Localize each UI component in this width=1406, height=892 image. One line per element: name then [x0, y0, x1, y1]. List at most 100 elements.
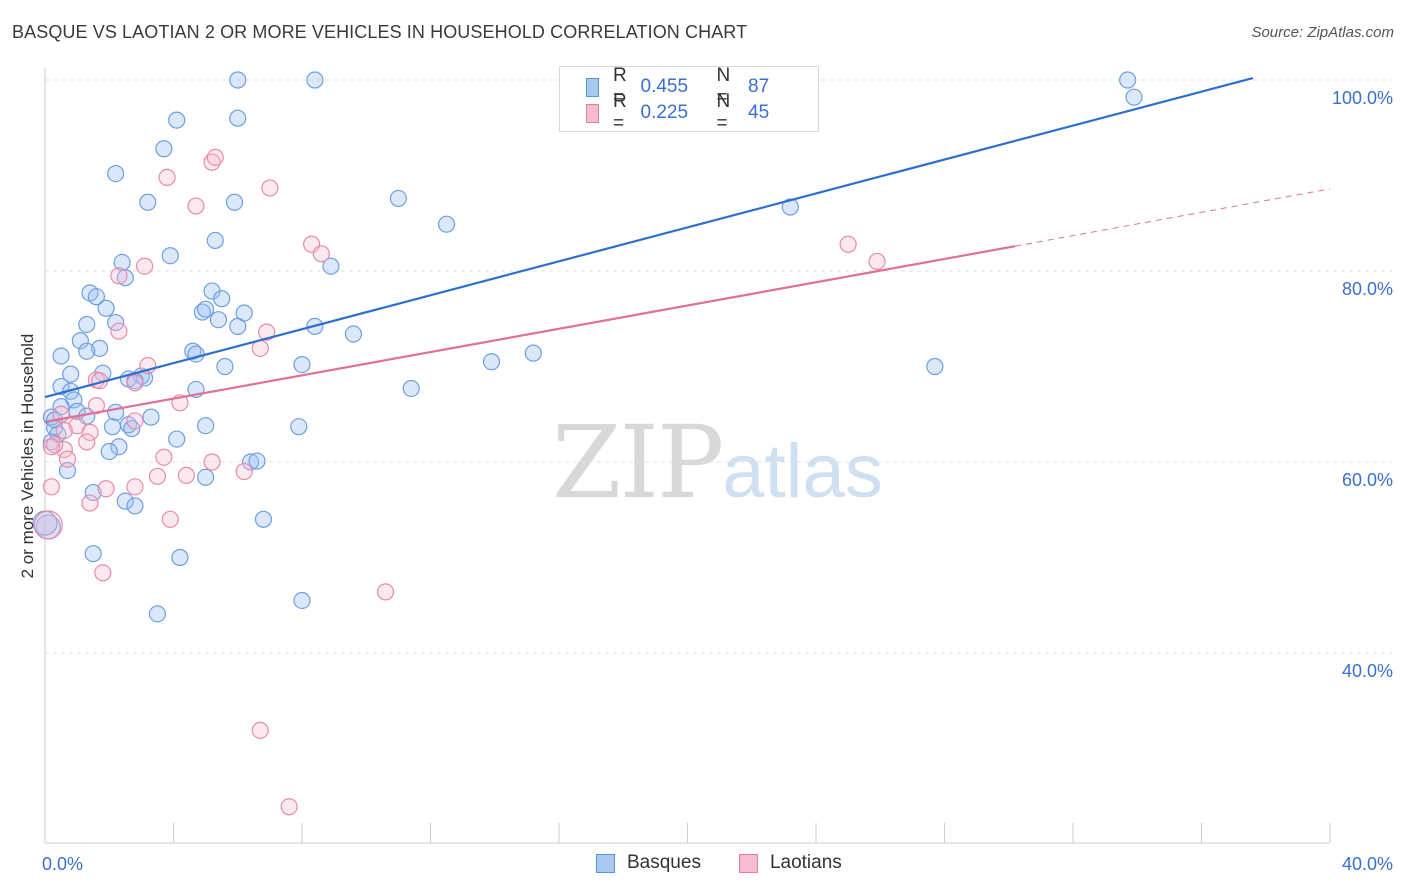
n-label: N = [716, 65, 731, 108]
basques-point [197, 417, 215, 435]
basques-point [103, 418, 122, 436]
basques-point [148, 605, 167, 623]
laotians-r-value: 0.225 [640, 102, 689, 123]
basques-point [91, 339, 109, 357]
laotians-point [868, 252, 886, 271]
laotians-point [135, 257, 154, 275]
basques-point [116, 269, 134, 287]
basques-point [110, 438, 128, 456]
laotians-point [258, 323, 276, 341]
basques-point [161, 247, 179, 265]
basques-point [482, 353, 501, 371]
basques-point [78, 315, 96, 334]
y-tick-label: 40.0% [1342, 661, 1393, 681]
basques-point [926, 357, 944, 376]
basques-point [781, 198, 799, 216]
basques-point [209, 311, 228, 329]
basques-point [254, 510, 273, 528]
basques-point [290, 418, 308, 436]
legend-row-laotians: R = 0.225 N = 45 [586, 91, 818, 134]
basques-point [78, 342, 96, 360]
basques-point [402, 379, 420, 398]
laotians-point [97, 480, 115, 498]
laotians-point [376, 583, 395, 601]
basques-point [213, 290, 231, 308]
laotians-n-value: 45 [748, 102, 770, 123]
basques-point [71, 332, 89, 350]
n-label: N = [716, 91, 731, 134]
legend-item-laotians[interactable]: Laotians [738, 852, 842, 874]
basques-point [389, 189, 407, 208]
basques-legend-label: Basques [627, 852, 701, 873]
laotians-point [58, 450, 77, 468]
series-legend: Basques Laotians [596, 852, 880, 874]
laotians-point [126, 374, 144, 392]
laotians-point [94, 564, 112, 582]
basques-n-value: 87 [748, 76, 770, 97]
laotians-trendline [44, 245, 1016, 423]
basques-point [100, 442, 118, 461]
basques-point [107, 403, 125, 421]
basques-point [52, 347, 70, 365]
laotians-point [280, 798, 298, 816]
basques-point [139, 193, 157, 211]
basques-point [197, 300, 215, 318]
laotians-legend-label: Laotians [769, 852, 842, 873]
basques-point [52, 377, 70, 396]
legend-item-basques[interactable]: Basques [596, 852, 701, 874]
basques-point [168, 111, 186, 129]
basques-point [193, 303, 212, 321]
basques-point [87, 288, 106, 306]
y-tick-label: 100.0% [1332, 88, 1393, 108]
laotians-point [126, 478, 144, 496]
laotians-point [158, 168, 176, 187]
laotians-point [187, 197, 205, 215]
laotians-point [177, 466, 195, 484]
basques-point [1119, 71, 1137, 89]
watermark: ZIPatlas [552, 404, 883, 521]
laotians-point [81, 494, 99, 512]
laotians-point [33, 510, 63, 540]
laotians-point [55, 440, 73, 459]
basques-point [116, 492, 134, 510]
laotians-point [839, 235, 857, 253]
laotians-swatch [586, 103, 599, 123]
basques-point [62, 365, 80, 383]
laotians-point [312, 245, 330, 263]
x-tick-label: 0.0% [42, 854, 83, 874]
laotians-point [78, 433, 96, 451]
laotians-point [110, 267, 128, 285]
r-label: R = [613, 65, 627, 108]
basques-point [322, 257, 340, 275]
basques-point [437, 215, 456, 233]
basques-point [84, 545, 102, 563]
basques-point [206, 231, 224, 250]
laotians-point [155, 448, 173, 466]
laotians-point [81, 423, 99, 441]
basques-point [216, 357, 234, 376]
basques-point [184, 342, 202, 360]
laotians-point [42, 478, 61, 496]
basques-point [1125, 88, 1143, 106]
basques-point [242, 453, 260, 471]
basques-point [229, 317, 247, 335]
r-label: R = [613, 91, 627, 134]
laotians-trendline-extension [1015, 188, 1331, 247]
laotians-point [42, 438, 61, 456]
laotians-point [148, 467, 167, 485]
source-credit: Source: ZipAtlas.com [1251, 24, 1394, 41]
basques-point [293, 355, 311, 374]
basques-point [171, 548, 189, 567]
y-tick-label: 60.0% [1342, 470, 1393, 490]
basques-r-value: 0.455 [640, 76, 689, 97]
basques-point [42, 433, 61, 451]
basques-legend-swatch [596, 853, 615, 873]
laotians-point [261, 179, 279, 197]
x-tick-label: 40.0% [1342, 854, 1393, 874]
laotians-point [235, 462, 253, 481]
basques-point [97, 299, 115, 317]
chart-title: BASQUE VS LAOTIAN 2 OR MORE VEHICLES IN … [12, 22, 748, 42]
basques-point [524, 344, 542, 362]
basques-point [293, 591, 311, 610]
